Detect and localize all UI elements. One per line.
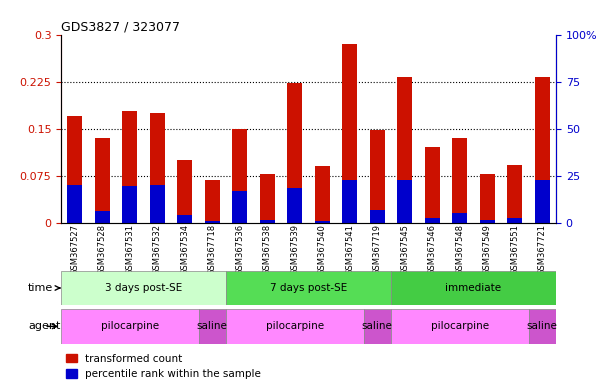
Bar [122,186,137,223]
Bar [95,212,110,223]
FancyBboxPatch shape [61,309,199,344]
Text: saline: saline [197,321,228,331]
FancyBboxPatch shape [529,309,556,344]
Bar [150,113,165,223]
Legend: transformed count, percentile rank within the sample: transformed count, percentile rank withi… [67,354,261,379]
Bar [452,138,467,223]
Bar [232,129,247,223]
Text: immediate: immediate [445,283,502,293]
Bar [535,180,550,223]
FancyBboxPatch shape [226,271,391,305]
Bar [370,130,385,223]
Text: 7 days post-SE: 7 days post-SE [270,283,347,293]
Text: saline: saline [527,321,558,331]
Bar [480,220,495,223]
Bar [370,210,385,223]
FancyBboxPatch shape [226,309,364,344]
Bar [95,138,110,223]
Bar [177,215,192,223]
Text: pilocarpine: pilocarpine [266,321,324,331]
Text: 3 days post-SE: 3 days post-SE [105,283,182,293]
FancyBboxPatch shape [364,309,391,344]
Bar [122,111,137,223]
Bar [342,180,357,223]
Bar [260,174,275,223]
Text: agent: agent [28,321,60,331]
Bar [150,185,165,223]
Text: pilocarpine: pilocarpine [431,321,489,331]
Bar [205,221,220,223]
Bar [397,77,412,223]
FancyBboxPatch shape [199,309,226,344]
Bar [177,160,192,223]
Text: GDS3827 / 323077: GDS3827 / 323077 [61,20,180,33]
Bar [205,180,220,223]
Bar [452,214,467,223]
FancyBboxPatch shape [391,271,556,305]
FancyBboxPatch shape [391,309,529,344]
Bar [287,83,302,223]
Bar [260,220,275,223]
Bar [480,174,495,223]
Bar [425,147,440,223]
Bar [507,165,522,223]
Bar [67,185,82,223]
Bar [397,180,412,223]
Text: time: time [28,283,60,293]
Text: saline: saline [362,321,393,331]
Bar [315,221,330,223]
Text: pilocarpine: pilocarpine [101,321,159,331]
Bar [342,44,357,223]
Bar [425,218,440,223]
Bar [67,116,82,223]
Bar [315,166,330,223]
FancyBboxPatch shape [61,271,226,305]
Bar [535,76,550,223]
Bar [507,218,522,223]
Bar [287,188,302,223]
Bar [232,191,247,223]
